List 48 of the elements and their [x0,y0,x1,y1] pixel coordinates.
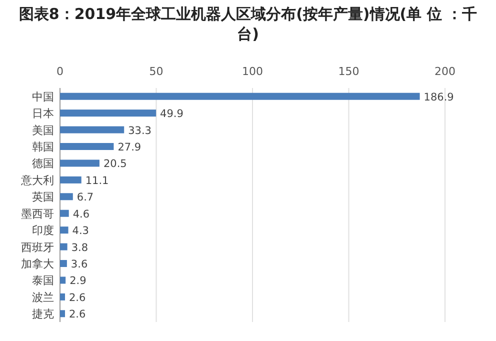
bar [60,243,68,250]
bar [60,92,420,100]
x-tick-label: 150 [338,65,360,78]
y-tick-label: 泰国 [32,274,54,288]
data-label: 20.5 [103,158,127,170]
data-label: 27.9 [118,142,142,154]
data-label: 3.8 [71,242,88,254]
data-label: 2.6 [69,308,86,321]
bar [60,260,67,267]
data-label: 3.6 [70,258,88,270]
bar [60,276,66,284]
bar [60,193,73,200]
bar [60,176,82,184]
bar [60,160,100,167]
y-tick-label: 捷克 [32,308,54,321]
bar [60,310,66,318]
y-tick-label: 韩国 [32,140,54,154]
data-label: 33.3 [128,124,152,137]
x-tick-label: 200 [434,65,456,78]
bar [60,226,68,234]
y-tick-label: 德国 [32,157,54,170]
y-tick-label: 波兰 [32,290,54,304]
data-label: 11.1 [85,174,109,187]
bar [60,293,66,300]
data-label: 4.6 [72,208,90,220]
bar [60,126,124,134]
y-tick-label: 加拿大 [21,258,54,270]
y-tick-label: 西班牙 [21,240,54,254]
bar [60,110,156,117]
data-label: 49.9 [160,108,184,120]
data-label: 6.7 [76,192,94,204]
y-tick-label: 中国 [32,90,54,104]
x-tick-label: 0 [56,65,64,78]
y-tick-label: 英国 [32,190,54,204]
y-tick-label: 日本 [32,107,54,120]
x-tick-label: 100 [242,65,263,78]
data-label: 4.3 [72,225,89,238]
bar [60,210,69,217]
bar [60,143,114,150]
x-tick-label: 50 [149,65,164,78]
y-tick-label: 美国 [32,124,54,137]
data-label: 2.6 [69,292,86,304]
data-label: 2.9 [70,275,86,288]
y-tick-label: 墨西哥 [21,207,54,220]
data-label: 186.9 [424,91,454,104]
y-tick-label: 意大利 [20,174,54,187]
y-tick-label: 印度 [32,224,54,238]
chart-title: 图表8：2019年全球工业机器人区域分布(按年产量)情况(单 位 ：千台) [18,4,478,44]
